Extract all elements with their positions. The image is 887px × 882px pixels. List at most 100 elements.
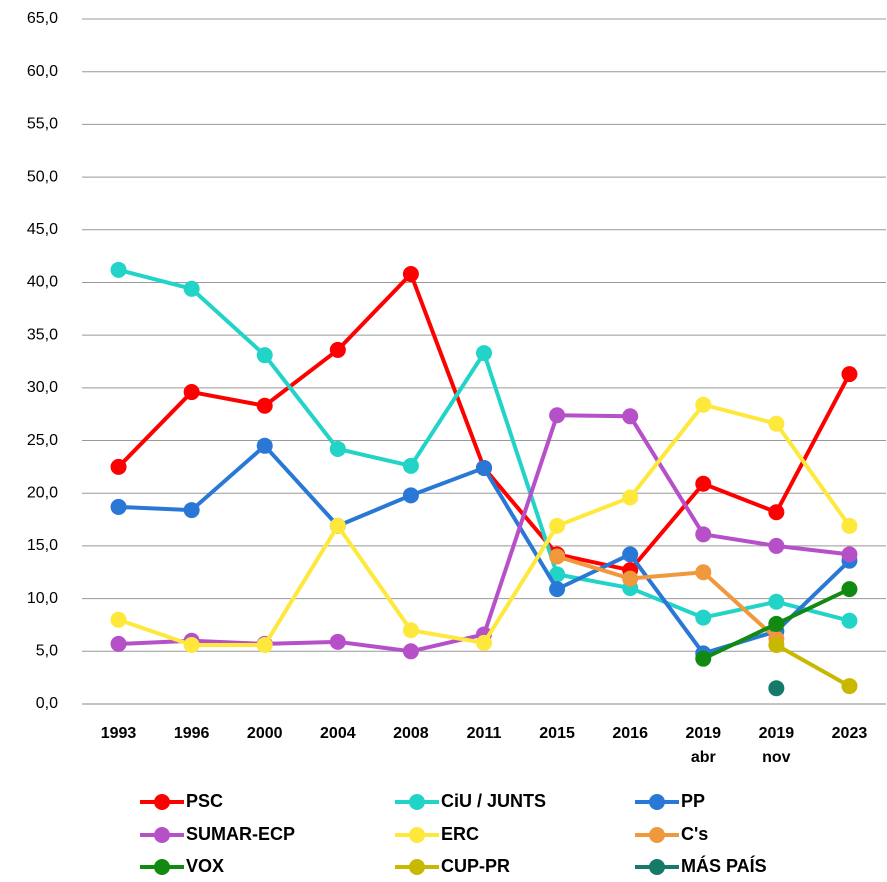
x-tick-label: 2008 — [393, 725, 429, 742]
data-point — [695, 526, 712, 543]
data-point — [110, 635, 127, 652]
data-point — [768, 504, 785, 521]
legend-marker — [649, 827, 665, 843]
legend-marker — [649, 794, 665, 810]
data-point — [549, 566, 566, 583]
series-line — [117, 272, 852, 573]
y-tick-label: 25,0 — [27, 432, 58, 449]
x-tick-label: 1993 — [100, 725, 137, 742]
data-point — [402, 622, 419, 639]
data-point — [841, 366, 858, 383]
data-point — [768, 636, 785, 653]
y-tick-label: 0,0 — [36, 695, 58, 712]
data-point — [695, 475, 712, 492]
series-line — [556, 554, 778, 641]
x-tick-label: 2019 nov — [758, 725, 795, 766]
x-tick-label: 2019 abr — [685, 725, 722, 766]
data-point — [695, 650, 712, 667]
data-point — [768, 680, 785, 697]
legend-marker — [409, 859, 425, 875]
y-tick-label: 55,0 — [27, 116, 58, 133]
y-tick-label: 20,0 — [27, 484, 58, 501]
y-tick-label: 45,0 — [27, 221, 58, 238]
data-point — [256, 397, 273, 414]
data-point — [841, 517, 858, 534]
data-point — [476, 459, 492, 476]
data-point — [549, 517, 566, 534]
x-tick-label: 2000 — [246, 725, 283, 742]
y-tick-label: 5,0 — [36, 643, 58, 660]
data-point — [841, 612, 858, 629]
data-point — [329, 517, 346, 534]
y-tick-label: 40,0 — [27, 274, 58, 291]
data-point — [841, 678, 858, 695]
legend-marker — [409, 827, 425, 843]
data-point — [256, 636, 273, 653]
data-point — [549, 581, 566, 598]
data-point — [183, 280, 200, 297]
series-line — [118, 443, 851, 656]
legend-label: C's — [681, 824, 708, 844]
series-line — [118, 413, 850, 654]
data-point — [549, 548, 566, 565]
legend-label: PP — [681, 791, 705, 811]
data-point — [622, 570, 639, 587]
data-point — [695, 609, 712, 626]
x-tick-label: 2004 — [320, 725, 356, 742]
data-point — [183, 502, 200, 519]
data-point — [768, 615, 785, 632]
data-point — [183, 636, 200, 653]
x-tick-label: 2011 — [466, 725, 502, 742]
legend-label: CUP-PR — [441, 856, 510, 876]
legend-label: CiU / JUNTS — [441, 791, 546, 811]
data-point — [329, 440, 346, 457]
legend-label: ERC — [441, 824, 479, 844]
data-point — [476, 345, 492, 362]
legend-marker — [154, 859, 170, 875]
legend-marker — [409, 794, 425, 810]
data-point — [329, 341, 346, 358]
series-line — [775, 643, 851, 688]
data-point — [402, 266, 419, 283]
legend-marker — [649, 859, 665, 875]
data-point — [110, 498, 127, 515]
x-tick-label: 2023 — [831, 725, 868, 742]
data-point — [110, 611, 127, 628]
legend-marker — [154, 827, 170, 843]
data-point — [841, 581, 858, 598]
data-point — [695, 396, 712, 413]
data-point — [110, 261, 127, 278]
legend-label: PSC — [186, 791, 223, 811]
x-tick-label: 2016 — [612, 725, 648, 742]
y-tick-label: 15,0 — [27, 537, 58, 554]
data-point — [622, 546, 639, 563]
y-tick-label: 30,0 — [27, 379, 58, 396]
data-point — [841, 546, 858, 563]
data-point — [256, 437, 273, 454]
legend-label: MÁS PAÍS — [681, 855, 767, 876]
data-point — [622, 489, 639, 506]
data-point — [256, 347, 273, 364]
data-point — [476, 634, 492, 651]
x-tick-label: 2015 — [539, 725, 575, 742]
y-tick-label: 35,0 — [27, 326, 58, 343]
data-point — [695, 564, 712, 581]
y-tick-label: 10,0 — [27, 590, 58, 607]
data-point — [402, 643, 419, 660]
legend-label: SUMAR-ECP — [186, 824, 295, 844]
y-tick-label: 50,0 — [27, 168, 58, 185]
data-point — [622, 408, 639, 425]
x-tick-label: 1996 — [173, 725, 210, 742]
legend-marker — [154, 794, 170, 810]
data-point — [768, 415, 785, 432]
data-point — [768, 593, 785, 610]
data-point — [402, 487, 419, 504]
legend-label: VOX — [186, 856, 224, 876]
y-tick-label: 65,0 — [27, 10, 58, 27]
series-line — [118, 267, 850, 623]
data-point — [768, 537, 785, 554]
y-tick-label: 60,0 — [27, 63, 58, 80]
data-point — [329, 633, 346, 650]
